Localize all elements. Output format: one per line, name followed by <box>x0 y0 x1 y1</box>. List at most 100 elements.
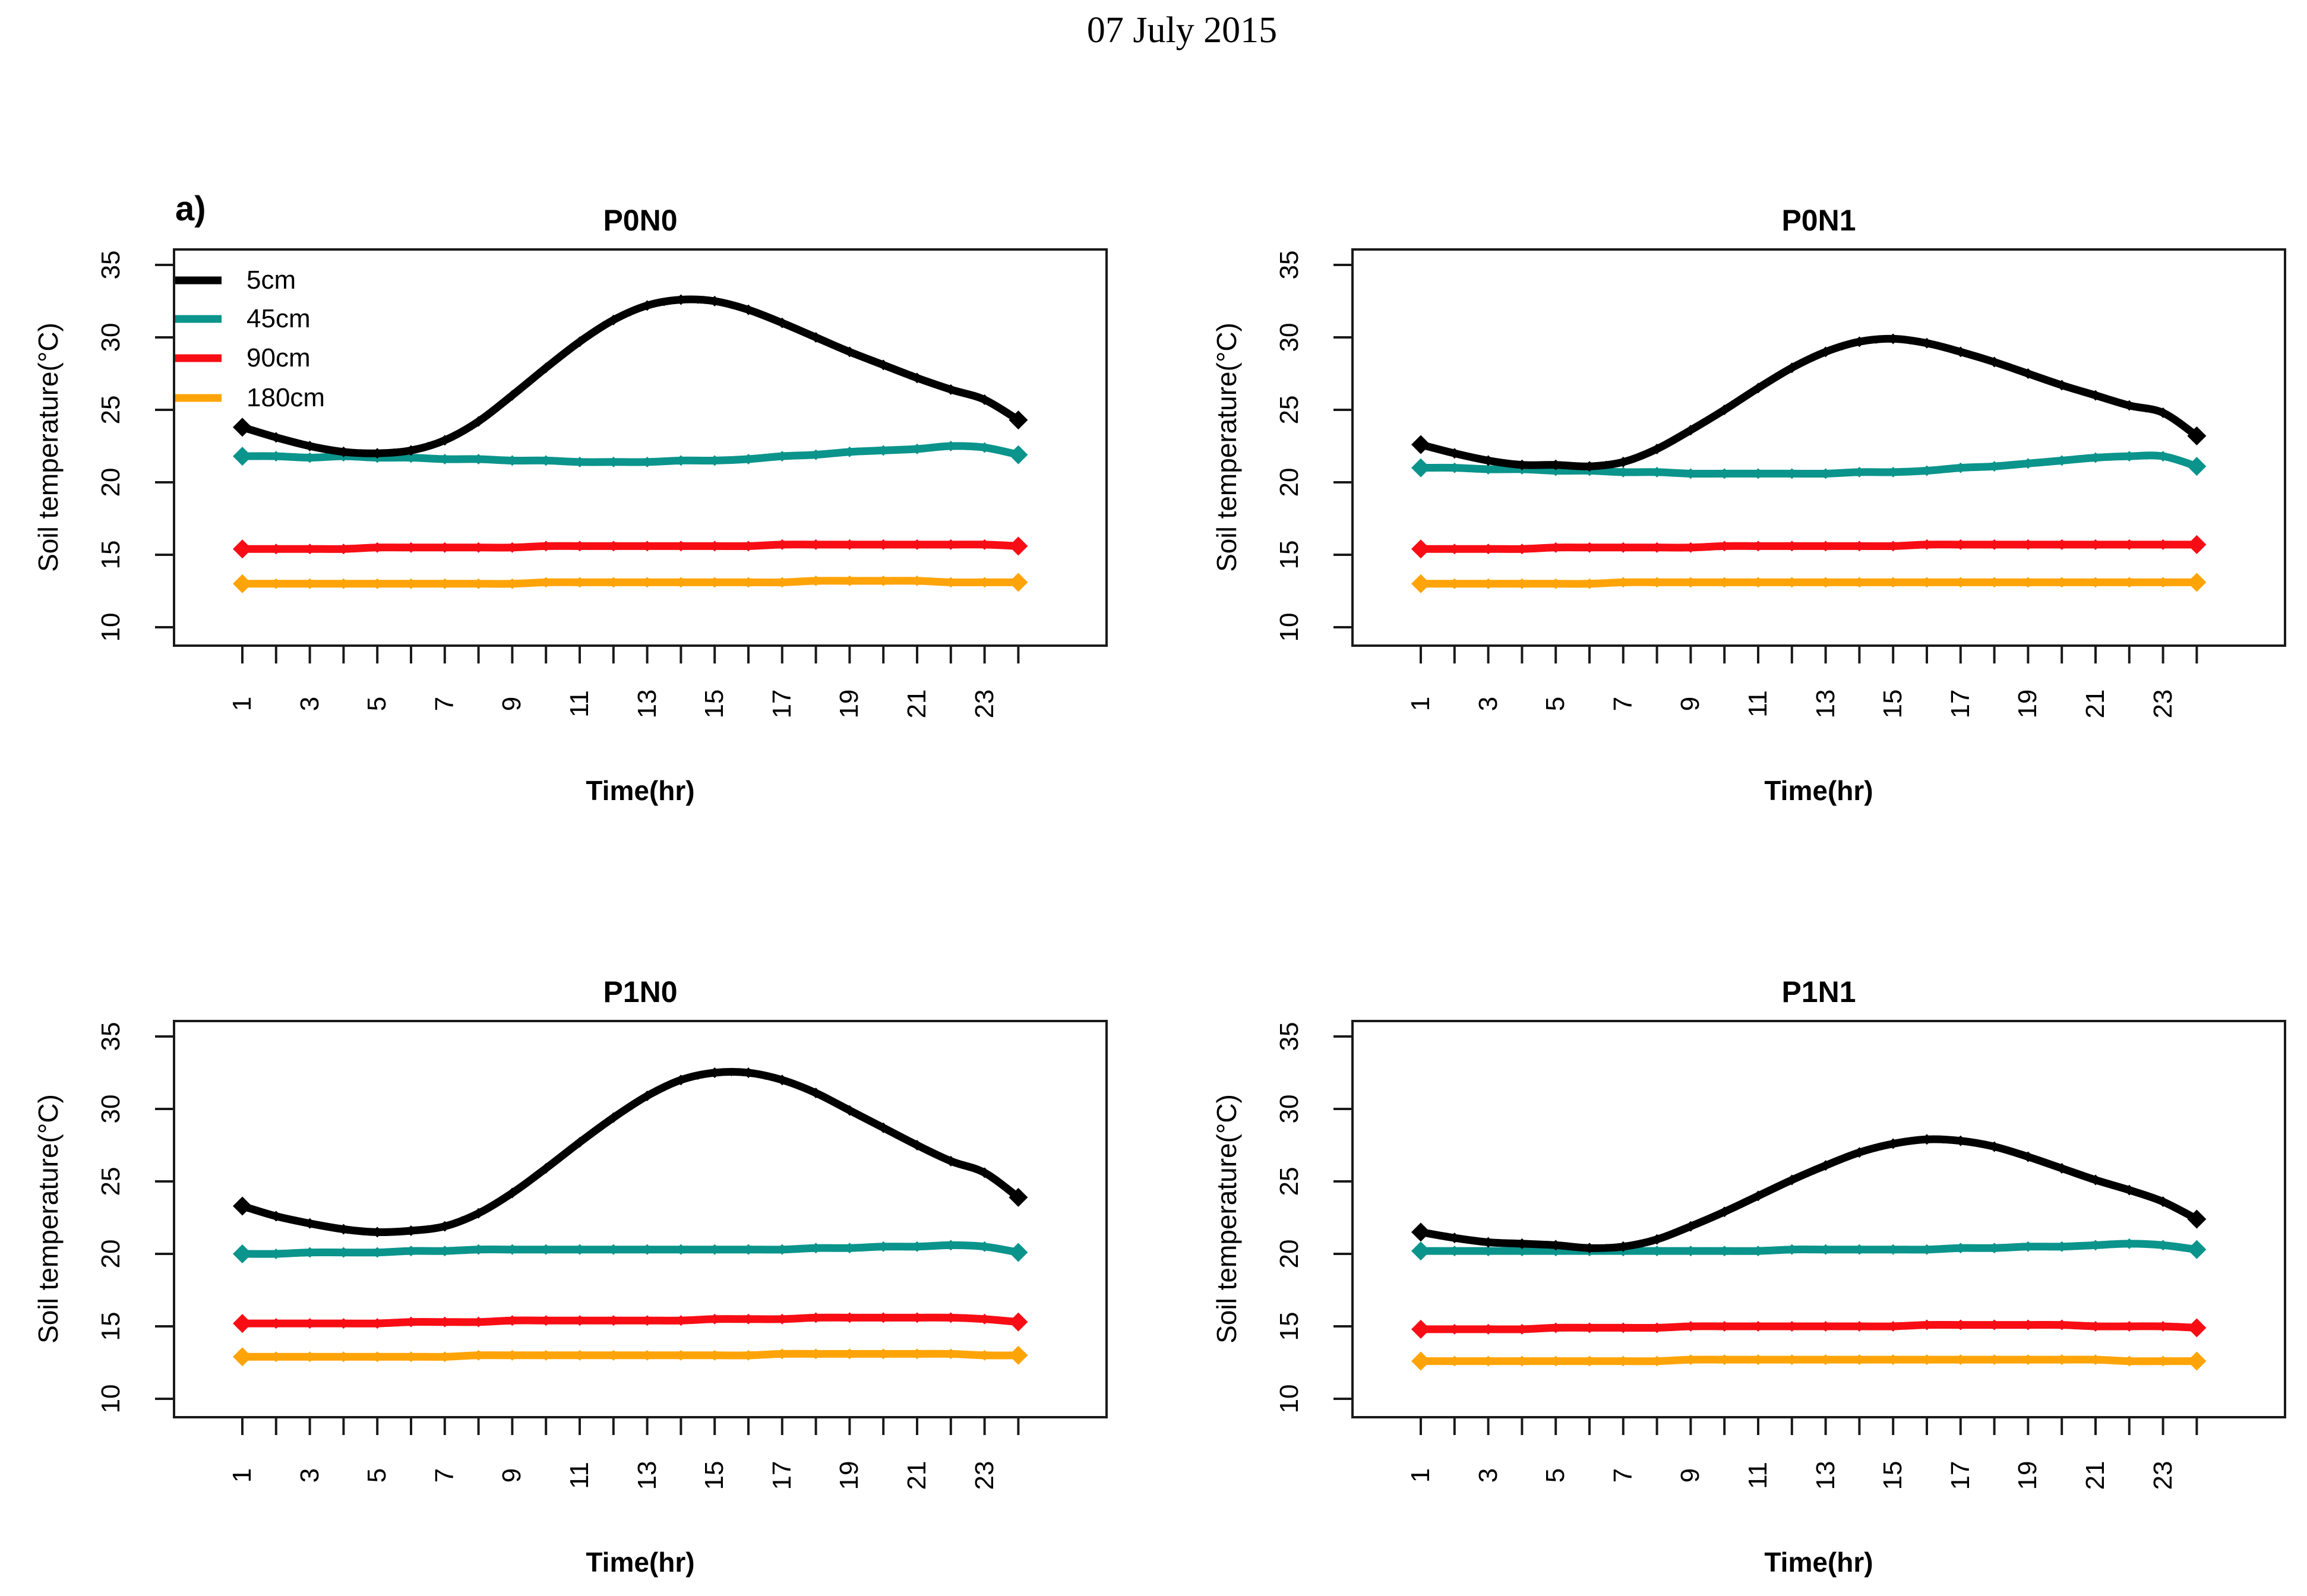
data-point-marker <box>323 1320 330 1328</box>
data-point-marker <box>1569 1243 1576 1250</box>
data-point-marker <box>945 539 956 550</box>
data-point-marker <box>1955 462 1966 473</box>
data-point-marker <box>270 432 282 443</box>
data-point-marker <box>641 577 653 588</box>
data-point-marker <box>1670 1247 1677 1255</box>
data-point-marker <box>372 1247 383 1258</box>
chart-panel-p0n0: P0N0 5cm 45cm 90cm 180cm Time(hr) Soil t… <box>33 204 1108 806</box>
data-point-marker <box>541 362 552 374</box>
x-tick-label: 11 <box>565 690 594 718</box>
data-point-marker <box>1434 580 1442 587</box>
data-point-marker <box>1805 1169 1813 1177</box>
data-point-marker <box>1411 1351 1430 1371</box>
data-point-marker <box>1584 578 1595 589</box>
data-point-marker <box>2056 1241 2068 1252</box>
data-point-marker <box>1854 336 1865 347</box>
data-point-marker <box>323 1222 330 1230</box>
data-point-marker <box>1434 545 1442 553</box>
data-point-marker <box>338 1351 349 1363</box>
data-point-marker <box>1940 1356 1948 1364</box>
data-point-marker <box>844 1348 855 1360</box>
data-point-marker <box>1516 578 1528 589</box>
data-point-marker <box>896 368 904 375</box>
data-point-marker <box>728 1351 735 1359</box>
data-point-marker <box>1502 459 1509 467</box>
data-point-marker <box>1805 579 1813 586</box>
x-tick-label: 21 <box>2081 689 2110 719</box>
data-point-marker <box>1940 466 1948 473</box>
data-point-marker <box>1651 1355 1663 1367</box>
data-point-marker <box>743 1350 754 1361</box>
data-point-marker <box>1411 458 1430 478</box>
y-tick-label: 20 <box>1275 1239 1304 1269</box>
data-point-marker <box>627 579 634 586</box>
data-point-marker <box>1737 1356 1745 1364</box>
y-axis-title: Soil temperature(°C) <box>33 323 64 572</box>
data-point-marker <box>338 543 349 555</box>
data-point-marker <box>1617 1241 1629 1252</box>
x-tick-label: 7 <box>1608 696 1638 712</box>
data-point-marker <box>1922 539 1932 550</box>
data-point-marker <box>675 1244 687 1255</box>
data-point-marker <box>1009 1345 1028 1365</box>
data-point-marker <box>2090 539 2101 550</box>
data-point-marker <box>424 1247 432 1255</box>
data-point-marker <box>289 580 297 587</box>
data-point-marker <box>1753 1321 1764 1332</box>
plot-area <box>155 248 1108 663</box>
data-point-marker <box>1651 1234 1663 1245</box>
y-tick-label: 10 <box>1275 1384 1304 1414</box>
data-point-marker <box>574 577 585 588</box>
data-point-marker <box>896 1314 904 1322</box>
data-point-marker <box>776 1313 788 1325</box>
data-point-marker <box>1820 541 1831 552</box>
data-point-marker <box>1753 1190 1764 1202</box>
y-tick-label: 30 <box>96 1094 125 1124</box>
data-point-marker <box>2142 1241 2150 1249</box>
data-point-marker <box>1636 543 1644 551</box>
legend-label-90cm: 90cm <box>246 343 311 372</box>
data-point-marker <box>878 539 889 550</box>
data-point-marker <box>1955 1243 1966 1254</box>
data-point-marker <box>2041 579 2049 586</box>
data-point-marker <box>492 456 499 464</box>
data-point-marker <box>1854 1244 1865 1255</box>
data-point-marker <box>574 1137 585 1148</box>
data-point-marker <box>964 1163 972 1171</box>
data-point-marker <box>1820 468 1831 479</box>
data-point-marker <box>559 579 567 586</box>
data-point-marker <box>1468 1247 1475 1255</box>
data-point-marker <box>1550 1322 1562 1333</box>
data-point-marker <box>945 441 956 451</box>
data-point-marker <box>1449 448 1460 459</box>
data-point-marker <box>2123 451 2135 462</box>
data-point-marker <box>1737 1200 1745 1208</box>
data-point-marker <box>1974 1356 1982 1364</box>
data-point-marker <box>356 448 364 456</box>
data-point-marker <box>694 457 701 464</box>
data-point-marker <box>1888 1354 1899 1366</box>
data-point-marker <box>304 578 315 589</box>
data-point-marker <box>776 577 788 588</box>
data-point-marker <box>372 448 383 459</box>
data-point-marker <box>1569 462 1576 469</box>
data-point-marker <box>2109 579 2116 586</box>
data-point-marker <box>1009 1187 1028 1207</box>
data-point-marker <box>1535 1325 1543 1332</box>
x-axis-title: Time(hr) <box>586 1547 695 1578</box>
legend-label-180cm: 180cm <box>246 383 325 412</box>
y-tick-label: 35 <box>1275 1022 1304 1051</box>
data-point-marker <box>2056 1163 2068 1174</box>
data-point-marker <box>1839 1155 1846 1163</box>
data-point-marker <box>2022 458 2034 469</box>
data-point-marker <box>2123 1355 2135 1367</box>
data-point-marker <box>492 1199 499 1207</box>
data-point-marker <box>2187 535 2207 554</box>
data-point-marker <box>390 543 398 551</box>
data-point-marker <box>1483 1237 1494 1248</box>
data-point-marker <box>1989 539 2000 550</box>
data-point-marker <box>233 1196 252 1216</box>
data-point-marker <box>356 580 364 587</box>
chart-title: P1N1 <box>1781 975 1856 1009</box>
